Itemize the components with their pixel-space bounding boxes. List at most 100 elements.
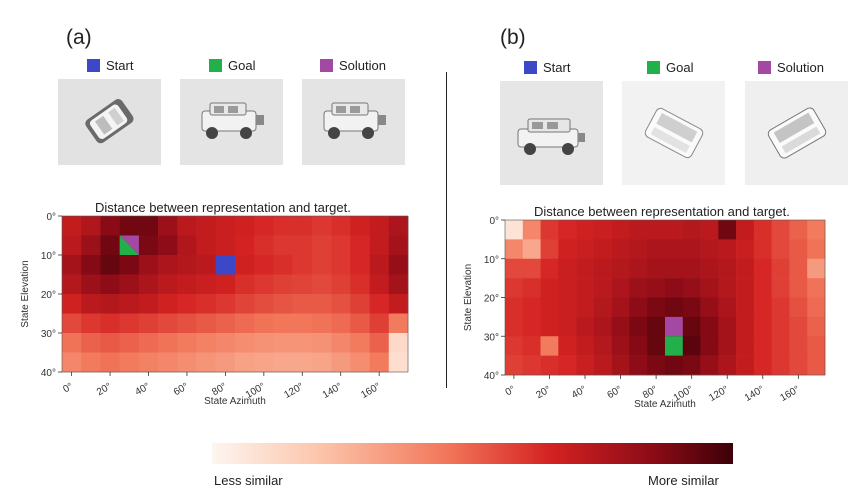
x-tick-label: 0°: [61, 381, 75, 395]
heatmap-cell: [629, 336, 648, 356]
heatmap-cell: [540, 297, 559, 318]
heatmap-cell: [331, 352, 351, 373]
start-image: [500, 81, 603, 185]
heatmap-cell: [177, 274, 197, 295]
legend-goal: Goal: [209, 58, 255, 73]
heatmap-cell: [700, 297, 719, 318]
heatmap-cell: [753, 220, 772, 240]
heatmap-cell: [100, 294, 120, 314]
heatmap-cell: [81, 352, 101, 373]
heatmap-cell: [665, 220, 684, 240]
heatmap-cell: [736, 239, 755, 260]
heatmap-cell: [789, 336, 808, 356]
goal-marker: [665, 336, 683, 356]
heatmap-cell: [119, 313, 140, 334]
heatmap-cell: [629, 316, 648, 337]
heatmap-cell: [771, 316, 790, 337]
heatmap-cell: [369, 294, 390, 314]
heatmap-cell: [558, 336, 577, 356]
heatmap-cell: [292, 274, 313, 295]
heatmap-cell: [292, 352, 313, 373]
heatmap-cell: [736, 220, 755, 240]
heatmap-b: 0°10°20°30°40°0° 20° 40° 60° 80° 100° 120° 140°…: [463, 216, 826, 410]
heatmap-cell: [522, 297, 541, 318]
heatmap-cell: [235, 274, 255, 295]
heatmap-cell: [593, 316, 612, 337]
heatmap-cell: [629, 355, 648, 376]
heatmap-cell: [540, 355, 559, 376]
legend-solution-label: Solution: [777, 60, 824, 75]
heatmap-cell: [311, 294, 332, 314]
heatmap-cell: [273, 216, 293, 236]
heatmap-cell: [369, 352, 390, 373]
x-tick-label: 160°: [359, 381, 382, 401]
heatmap-a: 0°10°20°30°40°0° 20° 40° 60° 80° 100° 120° 140°…: [20, 212, 409, 407]
heatmap-cell: [254, 294, 274, 314]
heatmap-cell: [505, 278, 524, 298]
heatmap-cell: [771, 355, 790, 376]
heatmap-cell: [736, 336, 755, 356]
car-rear-view-icon: [644, 107, 704, 159]
heatmap-cell: [100, 333, 120, 353]
heatmap-cell: [235, 216, 255, 236]
heatmap-cell: [647, 258, 666, 279]
heatmap-cell: [215, 274, 236, 295]
heatmap-cell: [254, 255, 274, 275]
goal-swatch: [209, 59, 222, 72]
heatmap-cell: [771, 278, 790, 298]
heatmap-cell: [81, 313, 101, 334]
goal-marker: [119, 235, 139, 255]
heatmap-cell: [273, 313, 293, 334]
heatmap-cell: [611, 297, 630, 318]
heatmap-cell: [158, 313, 178, 334]
legend-goal-label: Goal: [228, 58, 256, 73]
heatmap-cell: [158, 333, 178, 353]
heatmap-cell: [273, 294, 293, 314]
heatmap-cell: [753, 278, 772, 298]
heatmap-cell: [100, 255, 120, 275]
legend-solution: Solution: [758, 60, 824, 75]
heatmap-cell: [215, 216, 236, 236]
heatmap-cell: [254, 352, 274, 373]
heatmap-cell: [576, 297, 595, 318]
heatmap-cell: [119, 333, 140, 353]
y-tick-label: 20°: [484, 294, 499, 305]
heatmap-cell: [388, 235, 409, 256]
heatmap-cell: [81, 216, 101, 236]
heatmap-cell: [647, 297, 666, 318]
heatmap-cell: [629, 220, 648, 240]
heatmap-cell: [388, 313, 409, 334]
heatmap-cell: [138, 255, 159, 275]
heatmap-cell: [682, 316, 701, 337]
heatmap-cell: [215, 352, 236, 373]
heatmap-cell: [138, 294, 159, 314]
heatmap-cell: [311, 313, 332, 334]
heatmap-cell: [771, 336, 790, 356]
heatmap-cell: [771, 239, 790, 260]
heatmap-cell: [331, 333, 351, 353]
heatmap-cell: [593, 297, 612, 318]
heatmap-cell: [62, 333, 82, 353]
heatmap-cell: [292, 255, 313, 275]
heatmap-cell: [81, 333, 101, 353]
heatmap-cell: [273, 235, 293, 256]
heatmap-cell: [388, 352, 409, 373]
heatmap-cell: [807, 297, 826, 318]
heatmap-cell: [807, 278, 826, 298]
solution-image: [302, 79, 405, 165]
heatmap-cell: [158, 255, 178, 275]
heatmap-a-title: Distance between representation and targ…: [95, 200, 351, 215]
heatmap-cell: [100, 274, 120, 295]
heatmap-cell: [292, 294, 313, 314]
heatmap-cell: [62, 216, 82, 236]
heatmap-cell: [350, 235, 370, 256]
x-tick-label: 40°: [570, 384, 589, 401]
heatmap-cell: [522, 258, 541, 279]
heatmap-cell: [753, 355, 772, 376]
heatmap-cell: [736, 258, 755, 279]
heatmap-cell: [576, 220, 595, 240]
heatmap-cell: [682, 355, 701, 376]
heatmap-cell: [700, 355, 719, 376]
heatmap-cell: [62, 313, 82, 334]
heatmap-cell: [522, 278, 541, 298]
